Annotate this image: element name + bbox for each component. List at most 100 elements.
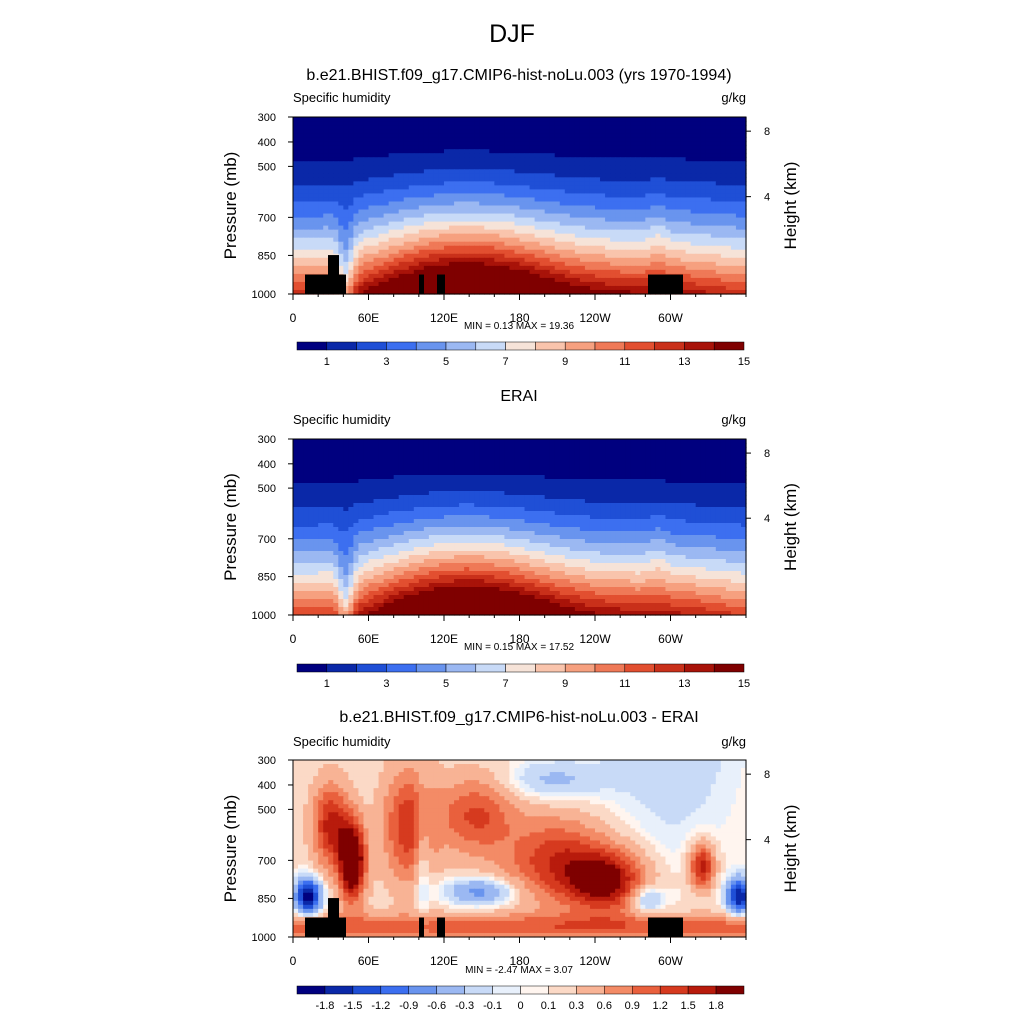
field-cell: [489, 189, 495, 195]
field-cell: [710, 225, 717, 231]
field-cell: [589, 471, 596, 476]
field-cell: [574, 281, 581, 287]
field-cell: [665, 137, 672, 142]
field-cell: [338, 479, 344, 484]
field-cell: [514, 451, 521, 456]
field-cell: [579, 237, 586, 243]
field-cell: [459, 471, 465, 476]
field-cell: [529, 165, 536, 170]
field-cell: [740, 157, 747, 162]
field-cell: [720, 229, 727, 235]
field-cell: [610, 185, 616, 191]
field-cell: [393, 137, 400, 142]
field-cell: [343, 129, 349, 134]
field-cell: [685, 125, 692, 130]
field-cell: [403, 451, 410, 456]
field-cell: [469, 181, 475, 186]
field-cell: [474, 129, 480, 134]
field-cell: [554, 467, 561, 472]
field-cell: [630, 161, 636, 166]
field-cell: [640, 281, 646, 287]
field-cell: [398, 229, 405, 235]
field-cell: [635, 181, 641, 186]
field-cell: [393, 265, 400, 271]
field-cell: [444, 121, 450, 126]
field-cell: [569, 439, 576, 444]
field-cell: [338, 189, 344, 195]
field-cell: [705, 197, 712, 203]
field-cell: [338, 233, 344, 239]
field-cell: [740, 121, 747, 126]
field-cell: [293, 257, 299, 263]
field-cell: [544, 189, 551, 195]
field-cell: [464, 439, 470, 444]
field-cell: [388, 265, 395, 271]
field-cell: [489, 133, 495, 138]
field-cell: [479, 149, 485, 154]
field-cell: [720, 161, 727, 166]
field-cell: [579, 249, 586, 255]
field-cell: [393, 245, 400, 251]
field-cell: [740, 257, 747, 263]
field-cell: [605, 189, 611, 195]
field-cell: [650, 137, 656, 142]
field-cell: [479, 133, 485, 138]
field-cell: [504, 257, 511, 263]
field-cell: [474, 451, 480, 456]
field-cell: [358, 161, 365, 166]
field-cell: [438, 129, 445, 134]
field-cell: [534, 285, 541, 291]
field-cell: [393, 181, 400, 186]
field-cell: [298, 117, 304, 122]
field-cell: [534, 281, 541, 287]
field-cell: [348, 237, 354, 243]
field-cell: [418, 237, 425, 243]
field-cell: [408, 443, 415, 448]
field-cell: [393, 225, 400, 231]
field-cell: [403, 289, 410, 295]
field-cell: [514, 161, 521, 166]
field-cell: [710, 443, 717, 448]
field-cell: [640, 157, 646, 162]
field-cell: [625, 217, 631, 223]
field-cell: [323, 185, 329, 191]
field-cell: [640, 185, 646, 191]
field-cell: [313, 229, 319, 235]
field-cell: [650, 459, 656, 464]
colorbar-swatch: [505, 341, 536, 351]
field-cell: [398, 289, 405, 295]
field-cell: [529, 129, 536, 134]
field-cell: [454, 181, 460, 186]
field-cell: [368, 177, 375, 182]
field-cell: [343, 229, 349, 235]
field-cell: [454, 233, 460, 239]
field-cell: [298, 221, 304, 227]
field-cell: [695, 137, 702, 142]
field-cell: [524, 201, 531, 207]
field-cell: [474, 475, 480, 480]
field-cell: [504, 269, 511, 275]
field-cell: [710, 181, 717, 186]
field-cell: [544, 121, 551, 126]
field-cell: [333, 185, 339, 191]
field-cell: [393, 141, 400, 146]
field-cell: [343, 157, 349, 162]
field-cell: [584, 205, 591, 211]
field-cell: [403, 201, 410, 207]
field-cell: [710, 281, 717, 287]
field-cell: [388, 205, 395, 211]
field-cell: [428, 217, 435, 223]
field-cell: [665, 125, 672, 130]
field-cell: [449, 471, 455, 476]
field-cell: [740, 149, 747, 154]
field-cell: [740, 447, 747, 452]
field-cell: [489, 443, 495, 448]
field-cell: [423, 141, 430, 146]
field-cell: [544, 467, 551, 472]
field-cell: [499, 463, 505, 468]
field-cell: [715, 237, 722, 243]
field-cell: [690, 233, 697, 239]
field-cell: [690, 265, 697, 271]
field-cell: [740, 475, 747, 480]
field-cell: [584, 181, 591, 186]
